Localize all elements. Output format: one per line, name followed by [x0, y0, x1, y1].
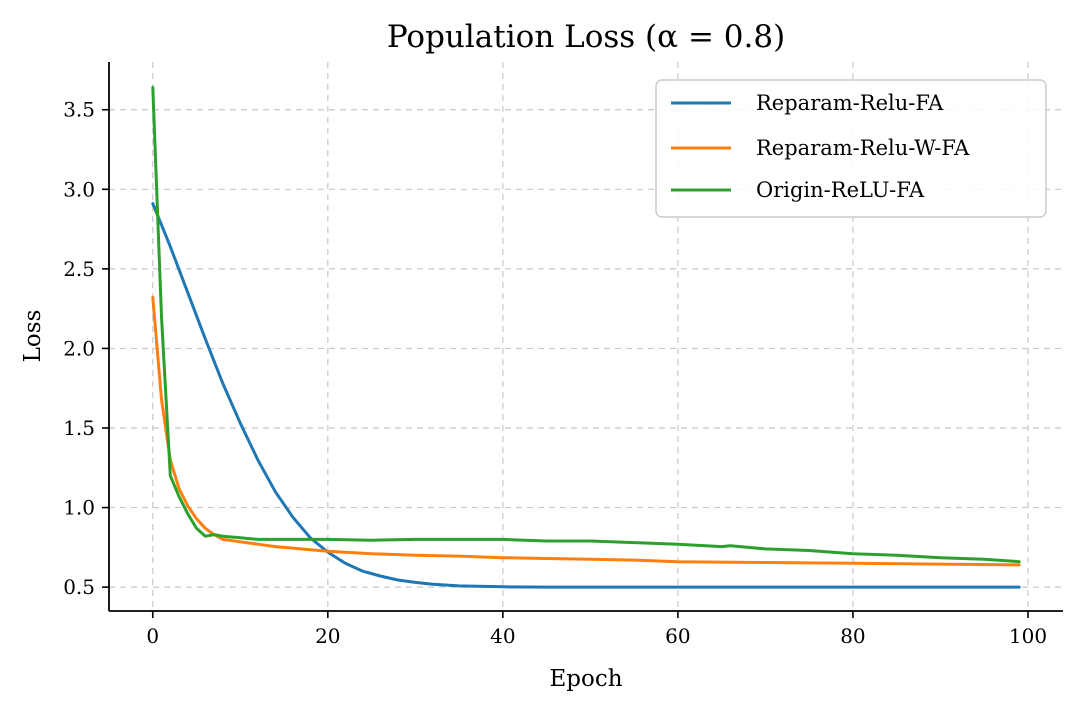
y-tick-label: 1.0 [63, 496, 95, 520]
series-line-reparam-relu-fa [151, 202, 1021, 589]
y-tick-label: 3.0 [63, 177, 95, 201]
y-tick-label: 2.0 [63, 336, 95, 360]
y-tick-label: 3.5 [63, 98, 95, 122]
x-tick-label: 60 [665, 624, 690, 648]
x-tick-label: 100 [1009, 624, 1047, 648]
x-tick-label: 0 [146, 624, 159, 648]
chart-title: Population Loss (α = 0.8) [387, 19, 785, 55]
x-tick-label: 80 [840, 624, 865, 648]
legend-label-reparam-relu-w-fa: Reparam-Relu-W-FA [756, 136, 970, 160]
y-tick-label: 1.5 [63, 416, 95, 440]
axis-ticks: 0 20 40 60 80 100 0.5 1.0 1.5 2.0 2.5 3.0 3.5 [63, 98, 1047, 648]
y-tick-label: 0.5 [63, 575, 95, 599]
y-axis-label: Loss [20, 310, 46, 363]
x-tick-label: 40 [490, 624, 515, 648]
x-axis-label: Epoch [549, 666, 622, 692]
legend-box [655, 79, 1047, 218]
legend-label-reparam-relu-fa: Reparam-Relu-FA [756, 91, 944, 115]
y-tick-label: 2.5 [63, 257, 95, 281]
series-line-reparam-relu-w-fa [151, 296, 1021, 567]
x-tick-label: 20 [315, 624, 340, 648]
legend-label-origin-relu-fa: Origin-ReLU-FA [756, 178, 925, 202]
plot-series [151, 86, 1021, 589]
legend: Reparam-Relu-FA Reparam-Relu-W-FA Origin… [655, 79, 1047, 218]
series-line-origin-relu-fa [151, 86, 1021, 564]
